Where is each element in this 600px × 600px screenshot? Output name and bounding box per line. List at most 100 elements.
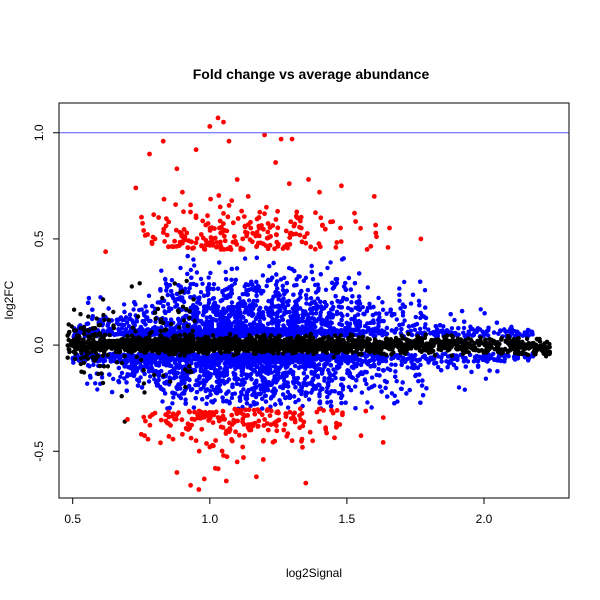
point-moderate — [237, 295, 242, 301]
point-moderate — [136, 379, 142, 384]
point-moderate — [325, 385, 330, 390]
point-moderate — [266, 277, 271, 283]
point-moderate — [424, 386, 429, 391]
point-moderate — [363, 329, 369, 335]
point-moderate — [418, 400, 423, 405]
point-moderate — [195, 300, 200, 305]
point-moderate — [204, 401, 209, 406]
point-moderate — [219, 355, 224, 361]
point-moderate — [346, 368, 351, 373]
point-moderate — [435, 364, 441, 370]
point-moderate — [339, 382, 344, 387]
point-moderate — [285, 370, 290, 375]
point-moderate — [246, 282, 251, 288]
point-moderate — [146, 293, 152, 298]
point-moderate — [439, 355, 444, 360]
point-moderate — [422, 288, 428, 293]
point-moderate — [445, 365, 450, 370]
point-moderate — [269, 301, 274, 306]
point-moderate — [241, 315, 246, 320]
point-moderate — [470, 333, 475, 338]
point-moderate — [397, 298, 402, 303]
point-moderate — [123, 327, 129, 332]
point-moderate — [253, 303, 258, 308]
point-moderate — [182, 380, 187, 386]
point-moderate — [278, 384, 283, 390]
point-moderate — [179, 297, 184, 303]
point-moderate — [272, 391, 277, 396]
point-moderate — [111, 354, 116, 359]
point-moderate — [317, 400, 323, 406]
point-moderate — [266, 298, 271, 304]
point-moderate — [428, 355, 433, 360]
point-moderate — [219, 322, 225, 327]
point-moderate — [437, 323, 443, 328]
point-moderate — [329, 300, 334, 305]
point-moderate — [86, 295, 92, 301]
point-moderate — [426, 327, 431, 332]
point-moderate — [393, 374, 398, 379]
point-moderate — [400, 313, 406, 318]
point-moderate — [392, 330, 397, 335]
point-moderate — [271, 260, 276, 266]
point-moderate — [449, 326, 455, 331]
point-moderate — [95, 387, 100, 392]
point-moderate — [303, 309, 308, 314]
point-moderate — [388, 367, 393, 373]
point-moderate — [489, 355, 494, 360]
point-moderate — [185, 271, 190, 277]
point-moderate — [293, 319, 298, 325]
point-moderate — [204, 315, 209, 320]
point-moderate — [390, 312, 396, 317]
point-moderate — [487, 368, 492, 373]
point-moderate — [175, 386, 180, 392]
point-moderate — [215, 286, 221, 291]
point-moderate — [275, 286, 280, 291]
point-moderate — [263, 357, 268, 362]
point-moderate — [354, 300, 359, 305]
point-moderate — [334, 309, 340, 314]
point-moderate — [251, 298, 256, 304]
point-moderate — [419, 383, 425, 388]
point-moderate — [363, 358, 368, 364]
point-moderate — [224, 370, 229, 375]
point-moderate — [393, 369, 398, 374]
point-moderate — [295, 375, 300, 381]
point-moderate — [329, 320, 334, 326]
point-moderate — [394, 379, 399, 384]
point-moderate — [456, 326, 461, 331]
point-moderate — [296, 397, 301, 403]
point-moderate — [163, 277, 168, 282]
point-moderate — [394, 317, 399, 322]
point-moderate — [310, 387, 315, 392]
point-moderate — [229, 277, 234, 282]
point-moderate — [452, 317, 457, 323]
point-moderate — [244, 401, 250, 406]
point-moderate — [364, 370, 369, 375]
point-moderate — [439, 368, 444, 373]
point-moderate — [90, 307, 95, 312]
point-moderate — [230, 384, 235, 389]
point-moderate — [167, 375, 172, 380]
point-moderate — [418, 279, 423, 284]
point-moderate — [148, 374, 153, 379]
point-moderate — [250, 325, 255, 330]
point-moderate — [193, 396, 198, 401]
point-moderate — [331, 367, 336, 372]
point-moderate — [301, 278, 307, 283]
point-moderate — [287, 395, 293, 400]
point-moderate — [341, 376, 346, 382]
point-moderate — [323, 330, 328, 335]
point-moderate — [417, 326, 423, 332]
point-moderate — [408, 301, 414, 306]
point-moderate — [298, 364, 303, 369]
point-moderate — [494, 357, 499, 363]
point-moderate — [280, 283, 285, 289]
point-moderate — [357, 324, 363, 329]
point-moderate — [159, 368, 164, 374]
point-moderate — [333, 294, 338, 299]
point-moderate — [158, 384, 163, 390]
point-moderate — [257, 319, 262, 324]
point-moderate — [328, 324, 333, 330]
point-moderate — [263, 378, 268, 383]
